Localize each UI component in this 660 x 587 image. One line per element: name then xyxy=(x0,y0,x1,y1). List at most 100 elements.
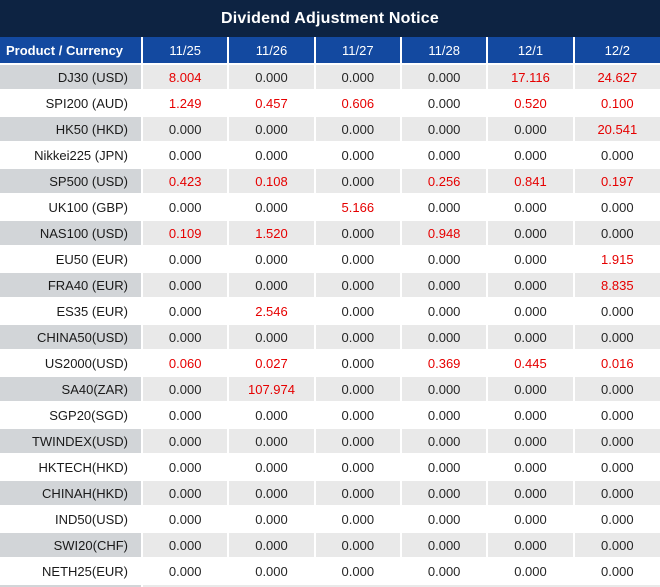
value-cell: 0.000 xyxy=(140,324,229,351)
value-cell: 0.000 xyxy=(399,532,488,559)
value-cell: 0.948 xyxy=(399,220,488,247)
value-cell: 0.000 xyxy=(313,142,401,169)
value-cell: 0.109 xyxy=(140,220,229,247)
value-cell: 0.000 xyxy=(486,324,574,351)
table-row: SPI200 (AUD) 1.249 0.457 0.606 0.000 0.520 0.1… xyxy=(0,90,660,117)
table-row: CHINAH(HKD) 0.000 0.000 0.000 0.000 0.000 0.00… xyxy=(0,480,660,507)
value-cell: 0.000 xyxy=(486,220,574,247)
value-cell: 2.546 xyxy=(227,298,315,325)
value-cell: 0.000 xyxy=(572,454,660,481)
table-row: Nikkei225 (JPN) 0.000 0.000 0.000 0.000 0.000… xyxy=(0,142,660,169)
product-cell: SPI200 (AUD) xyxy=(0,90,142,117)
value-cell: 0.100 xyxy=(572,90,660,117)
page-title: Dividend Adjustment Notice xyxy=(221,9,439,27)
value-cell: 0.000 xyxy=(227,116,315,143)
table-row: DJ30 (USD) 8.004 0.000 0.000 0.000 17.116 24.6… xyxy=(0,64,660,91)
value-cell: 0.000 xyxy=(313,116,401,143)
column-header-date: 11/27 xyxy=(313,37,401,65)
value-cell: 0.000 xyxy=(399,246,488,273)
table-row: UK100 (GBP) 0.000 0.000 5.166 0.000 0.000 0.00… xyxy=(0,194,660,221)
product-cell: SA40(ZAR) xyxy=(0,376,142,403)
value-cell: 0.000 xyxy=(313,428,401,455)
value-cell: 0.520 xyxy=(486,90,574,117)
table-row: IND50(USD) 0.000 0.000 0.000 0.000 0.000 0.000 xyxy=(0,506,660,533)
value-cell: 0.606 xyxy=(313,90,401,117)
product-cell: IND50(USD) xyxy=(0,506,142,533)
value-cell: 0.841 xyxy=(486,168,574,195)
value-cell: 0.000 xyxy=(227,532,315,559)
column-header-date: 11/28 xyxy=(399,37,488,65)
value-cell: 0.000 xyxy=(399,454,488,481)
value-cell: 0.000 xyxy=(572,506,660,533)
value-cell: 0.000 xyxy=(399,428,488,455)
title-bar: Dividend Adjustment Notice xyxy=(0,0,660,37)
value-cell: 0.000 xyxy=(572,428,660,455)
product-cell: UK100 (GBP) xyxy=(0,194,142,221)
value-cell: 0.000 xyxy=(227,272,315,299)
value-cell: 0.000 xyxy=(313,64,401,91)
product-cell: US2000(USD) xyxy=(0,350,142,377)
table-row: TWINDEX(USD) 0.000 0.000 0.000 0.000 0.000 0.0… xyxy=(0,428,660,455)
value-cell: 0.000 xyxy=(227,428,315,455)
column-header-product: Product / Currency xyxy=(0,37,142,65)
value-cell: 0.000 xyxy=(140,558,229,585)
value-cell: 0.000 xyxy=(399,376,488,403)
value-cell: 107.974 xyxy=(227,376,315,403)
value-cell: 0.027 xyxy=(227,350,315,377)
value-cell: 0.000 xyxy=(572,194,660,221)
product-cell: NAS100 (USD) xyxy=(0,220,142,247)
table-row: FRA40 (EUR) 0.000 0.000 0.000 0.000 0.000 8.83… xyxy=(0,272,660,299)
value-cell: 0.000 xyxy=(140,454,229,481)
column-header-date: 11/25 xyxy=(140,37,229,65)
value-cell: 0.000 xyxy=(313,246,401,273)
value-cell: 0.000 xyxy=(572,402,660,429)
table-row: NAS100 (USD) 0.109 1.520 0.000 0.948 0.000 0.0… xyxy=(0,220,660,247)
table-row: EU50 (EUR) 0.000 0.000 0.000 0.000 0.000 1.915 xyxy=(0,246,660,273)
value-cell: 0.000 xyxy=(140,532,229,559)
value-cell: 0.000 xyxy=(313,480,401,507)
table-row: HKTECH(HKD) 0.000 0.000 0.000 0.000 0.000 0.00… xyxy=(0,454,660,481)
value-cell: 0.000 xyxy=(140,506,229,533)
product-cell: SP500 (USD) xyxy=(0,168,142,195)
value-cell: 0.000 xyxy=(399,142,488,169)
value-cell: 1.915 xyxy=(572,246,660,273)
value-cell: 0.000 xyxy=(140,194,229,221)
value-cell: 0.000 xyxy=(313,558,401,585)
value-cell: 20.541 xyxy=(572,116,660,143)
value-cell: 0.457 xyxy=(227,90,315,117)
value-cell: 0.000 xyxy=(227,142,315,169)
value-cell: 0.000 xyxy=(399,506,488,533)
value-cell: 0.000 xyxy=(313,220,401,247)
clipped-next-row xyxy=(0,585,660,587)
value-cell: 0.000 xyxy=(486,480,574,507)
product-cell: HK50 (HKD) xyxy=(0,116,142,143)
product-cell: NETH25(EUR) xyxy=(0,558,142,585)
value-cell: 0.000 xyxy=(486,532,574,559)
value-cell: 0.000 xyxy=(572,532,660,559)
column-header-date: 12/1 xyxy=(486,37,574,65)
value-cell: 0.369 xyxy=(399,350,488,377)
column-header-date: 11/26 xyxy=(227,37,315,65)
value-cell: 0.000 xyxy=(399,194,488,221)
value-cell: 0.000 xyxy=(227,402,315,429)
value-cell: 0.000 xyxy=(399,324,488,351)
value-cell: 8.004 xyxy=(140,64,229,91)
value-cell: 0.000 xyxy=(486,454,574,481)
value-cell: 0.000 xyxy=(140,246,229,273)
value-cell: 0.000 xyxy=(227,506,315,533)
table-row: SA40(ZAR) 0.000 107.974 0.000 0.000 0.000 0.00… xyxy=(0,376,660,403)
value-cell: 0.000 xyxy=(227,454,315,481)
product-cell: EU50 (EUR) xyxy=(0,246,142,273)
value-cell: 0.000 xyxy=(313,376,401,403)
product-cell: SGP20(SGD) xyxy=(0,402,142,429)
value-cell: 0.000 xyxy=(227,558,315,585)
value-cell: 0.445 xyxy=(486,350,574,377)
value-cell: 0.000 xyxy=(313,324,401,351)
value-cell: 24.627 xyxy=(572,64,660,91)
value-cell: 0.000 xyxy=(572,220,660,247)
product-cell: CHINAH(HKD) xyxy=(0,480,142,507)
dividend-table: Product / Currency 11/25 11/26 11/27 11/28 1… xyxy=(0,37,660,585)
table-row: NETH25(EUR) 0.000 0.000 0.000 0.000 0.000 0.00… xyxy=(0,558,660,585)
value-cell: 0.000 xyxy=(572,142,660,169)
